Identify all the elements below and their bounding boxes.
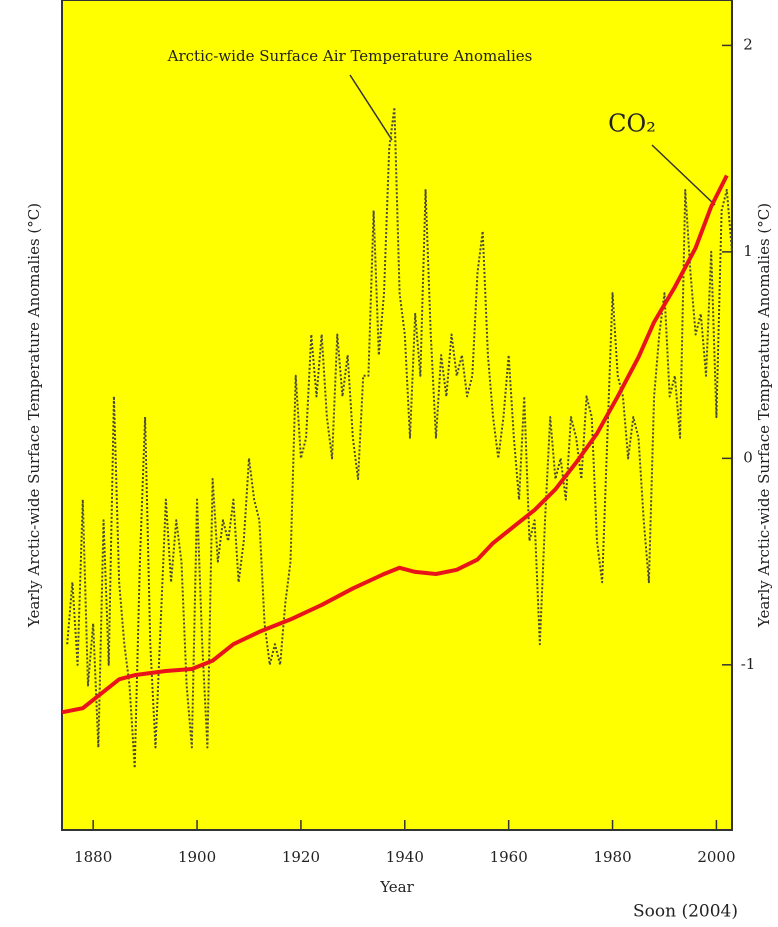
source: Soon (2004) — [633, 902, 738, 922]
x-tick-label: 2000 — [697, 848, 735, 866]
plot-area — [61, 0, 733, 831]
y-tick-label: 1 — [743, 242, 753, 260]
series-line — [61, 174, 729, 715]
x-tick-label: 1980 — [593, 848, 631, 866]
x-tick-label: 1920 — [282, 848, 320, 866]
leader-line — [651, 144, 716, 206]
x-tick-label: 1960 — [490, 848, 528, 866]
leader-line — [349, 74, 393, 141]
x-tick-label: 1940 — [386, 848, 424, 866]
y-axis-title: Yearly Arctic-wide Surface Temperature A… — [755, 203, 773, 628]
x-tick-label: 1900 — [178, 848, 216, 866]
series-line — [66, 106, 733, 770]
x-tick-label: 1880 — [74, 848, 112, 866]
y-tick-label: -1 — [741, 655, 756, 673]
y-tick-label: 0 — [743, 448, 753, 466]
y-tick-label: 2 — [743, 35, 753, 53]
series-annotation: CO₂ — [608, 110, 656, 138]
y-axis-title: Yearly Arctic-wide Surface Temperature A… — [25, 203, 43, 628]
x-axis-title: Year — [379, 878, 414, 896]
series-annotation: Arctic-wide Surface Air Temperature Anom… — [167, 47, 533, 65]
